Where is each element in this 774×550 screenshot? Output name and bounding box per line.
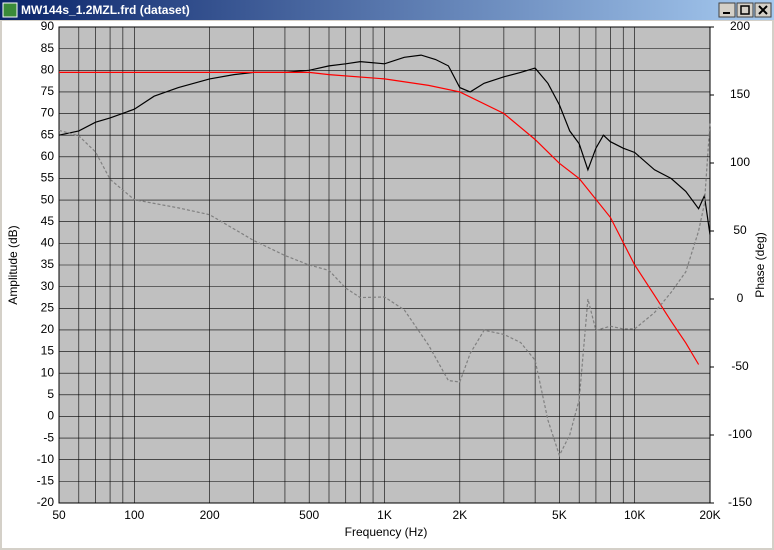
y-tick-label: 65 xyxy=(41,127,55,141)
close-icon xyxy=(758,5,768,15)
y-tick-label: 40 xyxy=(41,236,55,250)
y-tick-label: 90 xyxy=(41,19,55,33)
y-tick-label: 45 xyxy=(41,214,55,228)
y-tick-label: 0 xyxy=(47,409,54,423)
y-tick-label: 10 xyxy=(41,365,55,379)
x-tick-label: 20K xyxy=(699,508,720,522)
y2-tick-label: -150 xyxy=(728,495,752,509)
y-tick-label: 80 xyxy=(41,62,55,76)
y-tick-label: 60 xyxy=(41,149,55,163)
y-tick-label: -20 xyxy=(37,495,55,509)
y2-tick-label: -100 xyxy=(728,427,752,441)
title-bar xyxy=(0,0,774,20)
y-tick-label: 50 xyxy=(41,192,55,206)
x-tick-label: 500 xyxy=(299,508,319,522)
series-line xyxy=(59,71,700,365)
y-tick-label: 75 xyxy=(41,84,55,98)
y2-tick-label: -50 xyxy=(731,359,749,373)
x-tick-label: 5K xyxy=(552,508,567,522)
y-tick-label: 5 xyxy=(47,387,54,401)
x-tick-label: 200 xyxy=(200,508,220,522)
window-title: MW144s_1.2MZL.frd (dataset) xyxy=(21,3,190,17)
y2-tick-label: 100 xyxy=(730,155,750,169)
x-tick-label: 10K xyxy=(624,508,645,522)
maximize-button[interactable] xyxy=(736,2,754,18)
y2-tick-label: 150 xyxy=(730,87,750,101)
y-tick-label: 35 xyxy=(41,257,55,271)
x-tick-label: 1K xyxy=(377,508,392,522)
y2-tick-label: 50 xyxy=(733,223,747,237)
window-buttons[interactable] xyxy=(718,2,772,18)
y-tick-label: 20 xyxy=(41,322,55,336)
y-tick-label: 85 xyxy=(41,41,55,55)
y-tick-label: 25 xyxy=(41,300,55,314)
y-axis-label: Amplitude (dB) xyxy=(6,225,20,304)
series-line xyxy=(58,54,711,235)
y-tick-label: 15 xyxy=(41,344,55,358)
y-tick-label: 30 xyxy=(41,279,55,293)
y2-axis-label: Phase (deg) xyxy=(753,232,767,297)
x-axis-label: Frequency (Hz) xyxy=(345,525,428,539)
x-tick-label: 50 xyxy=(52,508,66,522)
y-tick-label: 55 xyxy=(41,171,55,185)
y-tick-label: -15 xyxy=(37,474,55,488)
app-icon xyxy=(2,2,18,18)
y-tick-label: -5 xyxy=(43,430,54,444)
y2-tick-label: 200 xyxy=(730,19,750,33)
y-tick-label: 70 xyxy=(41,106,55,120)
y2-tick-label: 0 xyxy=(737,291,744,305)
series-line xyxy=(58,122,711,457)
y-tick-label: -10 xyxy=(37,452,55,466)
x-tick-label: 100 xyxy=(124,508,144,522)
maximize-icon xyxy=(740,5,750,15)
x-tick-label: 2K xyxy=(452,508,467,522)
minimize-button[interactable] xyxy=(718,2,736,18)
